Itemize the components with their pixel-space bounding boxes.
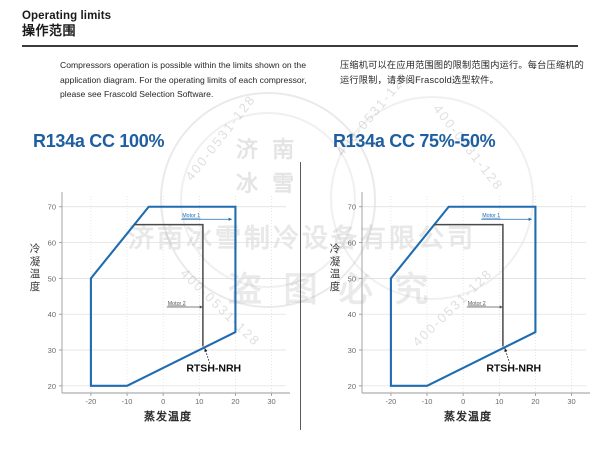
x-axis-label: 蒸发温度 <box>444 411 492 423</box>
chart-title-right: R134a CC 75%-50% <box>333 131 496 151</box>
watermark-phone-1: 400-0531-128 <box>182 91 259 184</box>
x-tick-label: -10 <box>422 397 433 406</box>
x-tick-label: 30 <box>267 397 275 406</box>
annotation-rtsh-nrh: RTSH-NRH <box>186 363 241 375</box>
y-tick-label: 30 <box>348 346 356 355</box>
series-rtsh-nrh-envelope <box>389 205 537 387</box>
y-tick-label: 50 <box>48 274 56 283</box>
watermark-logo-top: 济 南 <box>236 137 299 162</box>
y-tick-label: 70 <box>348 203 356 212</box>
chart-panel-left: 20 30 40 50 60 70 -20 -10 0 10 20 30 Motor 1 Motor 2 R… <box>20 175 300 425</box>
tick-labels: 20 30 40 50 60 70 -20 -10 0 10 20 30 <box>48 203 276 406</box>
x-tick-label: -20 <box>85 397 96 406</box>
charts-divider <box>299 162 301 430</box>
y-tick-label: 60 <box>48 239 56 248</box>
chart-title-left: R134a CC 100% <box>33 131 165 151</box>
chart-panel-right: 20 30 40 50 60 70 -20 -10 0 10 20 30 Motor 1 Motor 2 R… <box>320 175 600 425</box>
x-tick-label: -10 <box>122 397 133 406</box>
series-rtsh-nrh-envelope <box>89 205 237 387</box>
intro-paragraph-en: Compressors operation is possible within… <box>60 60 307 99</box>
x-tick-label: -20 <box>385 397 396 406</box>
x-tick-label: 0 <box>161 397 165 406</box>
x-tick-label: 30 <box>567 397 575 406</box>
y-tick-label: 70 <box>48 203 56 212</box>
annotation-leader-rtsh <box>504 348 511 364</box>
annotation-rtsh-nrh: RTSH-NRH <box>486 363 541 375</box>
series-motor-limit <box>134 223 204 347</box>
annotation-motor-1: Motor 1 <box>182 213 200 219</box>
y-axis-label: 冷 凝 温 度 <box>29 243 41 293</box>
y-tick-label: 30 <box>48 346 56 355</box>
annotation-motor-2: Motor 2 <box>168 301 186 307</box>
annotation-leader-rtsh <box>204 348 211 364</box>
annotation-motor-2: Motor 2 <box>468 301 486 307</box>
annotation-motor-1: Motor 1 <box>482 213 500 219</box>
x-tick-label: 10 <box>195 397 203 406</box>
axes <box>61 192 290 394</box>
series-motor-limit <box>434 223 504 347</box>
axes <box>361 192 590 394</box>
y-tick-label: 40 <box>48 310 56 319</box>
y-tick-label: 20 <box>48 382 56 391</box>
intro-paragraph-cn: 压缩机可以在应用范围图的限制范围内运行。每台压缩机的运行限制，请参阅Frasco… <box>340 60 585 85</box>
x-tick-label: 10 <box>495 397 503 406</box>
y-tick-label: 50 <box>348 274 356 283</box>
page-header: Operating limits 操作范围 <box>22 10 578 38</box>
y-tick-label: 60 <box>348 239 356 248</box>
tick-labels: 20 30 40 50 60 70 -20 -10 0 10 20 30 <box>348 203 576 406</box>
x-tick-label: 20 <box>531 397 539 406</box>
y-tick-label: 20 <box>348 382 356 391</box>
x-axis-label: 蒸发温度 <box>144 411 192 423</box>
y-tick-label: 40 <box>348 310 356 319</box>
x-tick-label: 0 <box>461 397 465 406</box>
page-title-cn: 操作范围 <box>22 23 77 38</box>
chart-svg-R134a CC 100%: 20 30 40 50 60 70 -20 -10 0 10 20 30 Motor 1 Motor 2 R… <box>48 192 290 406</box>
x-tick-label: 20 <box>231 397 239 406</box>
header-divider <box>22 45 578 47</box>
y-axis-label: 冷 凝 温 度 <box>329 243 341 293</box>
chart-svg-R134a CC 75%-50%: 20 30 40 50 60 70 -20 -10 0 10 20 30 Motor 1 Motor 2 R… <box>348 192 590 406</box>
page-title-en: Operating limits <box>22 10 112 22</box>
